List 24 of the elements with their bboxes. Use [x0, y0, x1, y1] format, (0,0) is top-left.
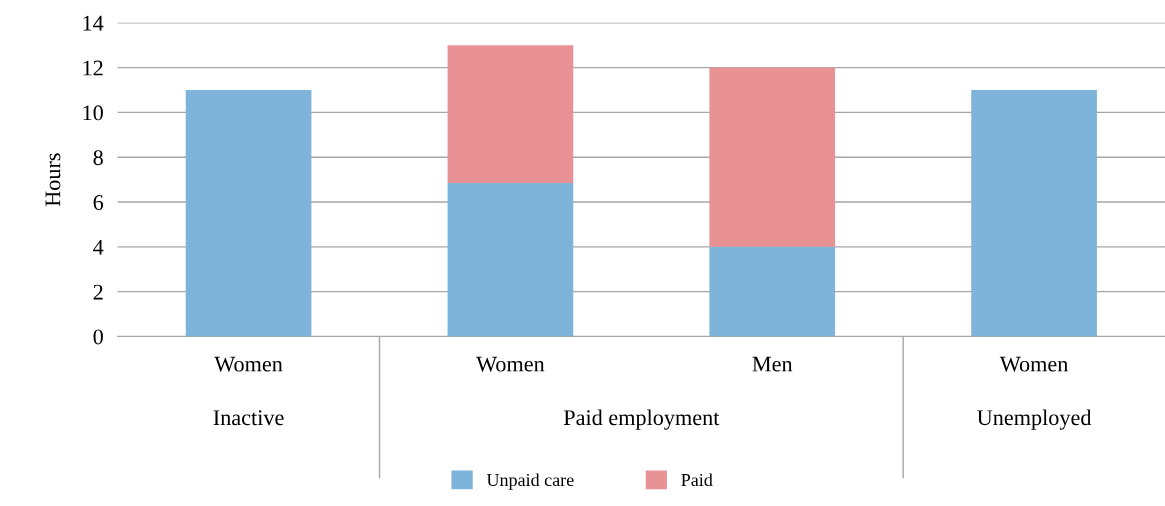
bar — [709, 67, 836, 247]
y-tick-label: 14 — [83, 15, 104, 31]
y-tick-label: 12 — [83, 60, 103, 76]
text: Unemployed — [977, 409, 1092, 430]
text: Inactive — [213, 410, 284, 426]
bar — [709, 246, 836, 337]
y-tick-label: 6 — [93, 195, 104, 210]
y-axis-title: Hours — [45, 153, 61, 207]
bar — [185, 90, 312, 337]
y-tick-label: 0 — [93, 329, 103, 345]
y-tick-label: 10 — [83, 105, 103, 121]
x-tick-label: Men — [752, 356, 793, 372]
bar — [447, 182, 574, 337]
y-tick-label: 8 — [93, 150, 103, 166]
legend-label: Unpaid care — [486, 473, 574, 490]
y-tick-label: 2 — [93, 284, 103, 300]
bar — [447, 45, 574, 183]
y-tick-label: 4 — [93, 239, 104, 255]
x-tick-label: Women — [999, 356, 1069, 372]
x-tick-label: Women — [214, 356, 283, 372]
text: Paid employment — [563, 409, 720, 430]
bar — [971, 90, 1097, 337]
x-tick-label: Women — [476, 356, 545, 372]
legend-label: Paid — [681, 473, 713, 487]
